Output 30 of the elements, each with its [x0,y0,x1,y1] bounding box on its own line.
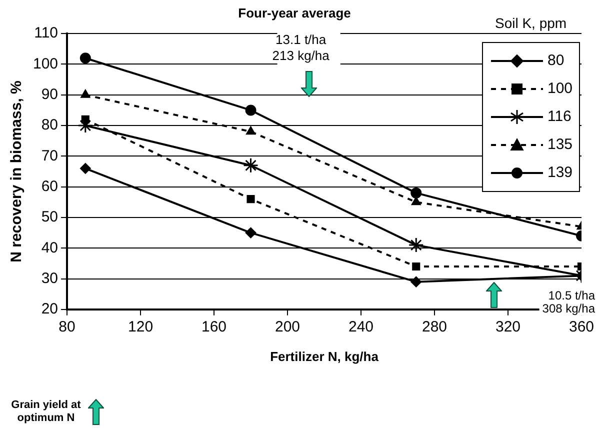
y-tick-label: 60 [41,178,58,195]
y-tick-label: 30 [41,270,58,287]
x-axis-title: Fertilizer N, kg/ha [270,348,380,364]
y-tick-label: 110 [34,24,58,42]
annotation: 13.1 t/ha 213 kg/ha [272,32,330,64]
x-tick-label: 160 [202,318,227,336]
legend-label: 100 [547,80,573,98]
y-tick-label: 50 [41,208,58,226]
x-tick-label: 200 [274,318,300,336]
legend-label: 139 [547,164,573,182]
chart-title: Four-year average [238,5,351,20]
y-tick-label: 90 [41,86,58,104]
annotation: 10.5 t/ha 308 kg/ha [542,288,596,316]
x-tick-label: 80 [58,318,76,336]
text: Grain yield at optimum N [10,399,82,425]
legend-label: 80 [547,52,564,70]
y-tick-label: 100 [32,55,58,72]
legend-label: 135 [547,136,573,154]
legend-title: Soil K, ppm [494,14,567,31]
legend-label: 116 [547,108,572,126]
x-tick-label: 320 [495,318,521,336]
y-tick-label: 20 [41,300,58,318]
x-tick-label: 360 [568,318,594,336]
y-tick-label: 70 [41,147,58,164]
y-axis-title: N recovery in biomass, % [8,80,26,262]
x-tick-label: 120 [128,318,154,336]
y-tick-label: 80 [41,116,58,134]
y-tick-label: 40 [41,239,58,256]
x-tick-label: 280 [422,318,448,336]
x-tick-label: 240 [348,318,374,336]
